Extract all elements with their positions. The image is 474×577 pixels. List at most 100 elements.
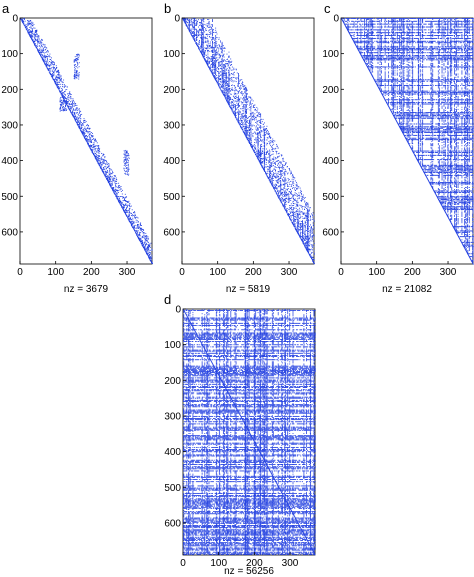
panel-a-nonzero-dot [57,70,58,72]
panel-a-nonzero-dot [101,169,103,171]
panel-b-nonzero-dot [220,74,222,76]
panel-b-nonzero-dot [287,173,289,175]
panel-a-nonzero-dot [28,34,30,36]
panel-a-nonzero-dot [89,134,90,136]
panel-a-nonzero-dot [42,51,44,53]
panel-a-nonzero-dot [74,109,76,111]
panel-a-nonzero-dot [86,138,88,140]
panel-a-nonzero-dot [149,257,150,259]
panel-a-nonzero-dot [151,262,153,264]
panel-a-nonzero-dot [151,256,153,258]
panel-a-nonzero-dot [114,188,116,190]
panel-a-nonzero-dot [120,204,122,206]
panel-a-nonzero-dot [143,236,145,238]
panel-b-nonzero-dot [287,197,289,199]
panel-a-nonzero-dot [146,240,148,242]
panel-a-nonzero-dot [149,257,151,259]
panel-a-nonzero-dot [135,219,137,221]
panel-b-nonzero-dot [226,53,228,55]
panel-a-nonzero-dot [95,140,97,142]
panel-b-nonzero-dot [305,238,307,240]
panel-a-nonzero-dot [66,99,67,101]
panel-b-nonzero-dot [253,104,255,106]
panel-a-nonzero-dot [97,157,99,159]
panel-a-nonzero-dot [126,152,128,154]
panel-a-sparsity-pattern [20,18,153,265]
panel-b-nonzero-dot [239,80,241,82]
panel-a-nonzero-dot [105,174,107,176]
panel-a-nonzero-dot [34,45,36,47]
panel-a-nonzero-dot [125,200,127,202]
panel-b-nonzero-dot [198,43,200,45]
panel-b-nonzero-dot [242,124,244,126]
panel-b-nonzero-dot [272,138,274,140]
panel-b-nonzero-dot [229,91,231,92]
panel-a-nonzero-dot [116,189,117,191]
panel-b-nonzero-dot [276,176,278,178]
panel-b-nonzero-dot [259,151,260,153]
panel-a-nonzero-dot [77,124,79,126]
panel-a-nonzero-dot [74,115,76,117]
panel-b-nonzero-dot [211,71,213,73]
panel-a-nonzero-dot [135,216,137,218]
panel-a-nonzero-dot [77,59,79,61]
panel-b-nonzero-dot [215,62,217,64]
panel-b-nonzero-dot [277,173,279,175]
panel-a-nonzero-dot [106,162,108,164]
panel-a-nonzero-dot [96,145,98,147]
panel-b-nonzero-dot [299,211,301,213]
panel-b-nonzero-dot [203,29,205,31]
panel-b-nonzero-dot [205,24,207,26]
panel-a-nonzero-dot [58,72,60,74]
panel-b-nonzero-dot [286,193,288,195]
panel-b-nonzero-dot [262,158,264,160]
panel-b-nonzero-dot [217,59,219,61]
panel-a-nonzero-dot [87,124,89,126]
panel-a-nonzero-dot [59,103,61,105]
panel-a-nonzero-dot [51,60,53,62]
panel-a-nonzero-dot [74,64,76,65]
panel-a-nonzero-dot [128,208,130,210]
panel-b-nonzero-dot [219,65,221,67]
panel-a-nonzero-dot [127,167,129,169]
panel-b-nonzero-dot [305,204,307,206]
panel-b-nonzero-dot [298,226,300,228]
panel-a-nonzero-dot [134,230,136,232]
panel-b-nonzero-dot [286,208,288,210]
panel-b-nonzero-dot [204,27,205,28]
panel-b-nonzero-dot [290,184,292,185]
panel-a-nonzero-dot [25,23,27,25]
panel-a-nonzero-dot [37,50,39,52]
panel-b-nonzero-dot [299,220,301,222]
panel-b-nonzero-dot [288,213,290,215]
panel-a-nonzero-dot [89,146,90,148]
panel-a-nonzero-dot [140,241,142,243]
panel-b-nonzero-dot [252,135,254,137]
panel-b-nonzero-dot [294,200,296,201]
panel-b-nonzero-dot [241,117,243,119]
panel-b-nonzero-dot [312,239,313,241]
panel-b-nonzero-dot [301,236,303,238]
panel-b-nonzero-dot [226,76,228,78]
panel-a-nonzero-dot [35,30,37,32]
panel-a-nonzero-dot [84,135,86,137]
panel-b-nonzero-dot [296,188,298,190]
panel-b-nonzero-dot [312,235,314,236]
panel-b-nonzero-dot [208,22,210,24]
panel-b-nonzero-dot [217,51,219,53]
panel-a-nonzero-dot [86,135,88,137]
panel-a-nonzero-dot [36,48,38,50]
panel-a-nonzero-dot [44,62,46,64]
panel-b-nonzero-dot [301,206,303,208]
panel-b-nonzero-dot [197,34,199,36]
panel-a-nonzero-dot [103,162,105,164]
panel-b-nonzero-dot [303,241,304,243]
panel-b-nonzero-dot [241,92,243,94]
panel-a-nonzero-dot [137,234,139,236]
panel-a-nonzero-dot [35,45,37,47]
panel-a-nonzero-dot [136,229,138,231]
panel-b-nonzero-dot [304,197,306,198]
panel-a-nonzero-dot [91,145,93,147]
panel-a-nonzero-dot [74,67,76,69]
panel-a-nonzero-dot [74,114,76,115]
